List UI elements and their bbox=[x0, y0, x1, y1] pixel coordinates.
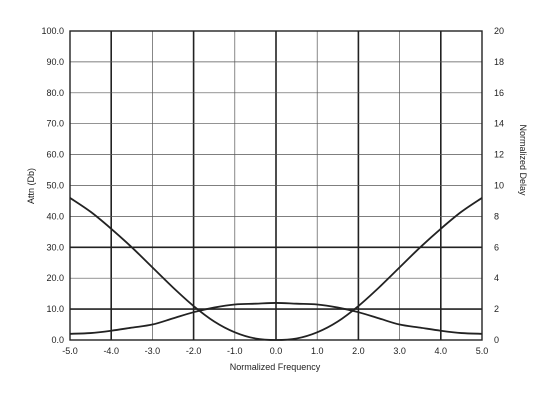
x-tick-label: 4.0 bbox=[435, 346, 448, 356]
y-left-tick-label: 0.0 bbox=[51, 335, 64, 345]
x-tick-label: -2.0 bbox=[186, 346, 202, 356]
x-axis-label: Normalized Frequency bbox=[230, 362, 321, 372]
x-tick-label: -5.0 bbox=[62, 346, 78, 356]
y-right-tick-label: 6 bbox=[494, 242, 499, 252]
x-tick-label: 2.0 bbox=[352, 346, 365, 356]
x-tick-label: -3.0 bbox=[145, 346, 161, 356]
y-left-tick-label: 90.0 bbox=[46, 57, 64, 67]
y-left-axis-label: Attn (Db) bbox=[26, 168, 36, 204]
delay-curve bbox=[69, 302, 483, 335]
y-right-tick-label: 8 bbox=[494, 211, 499, 221]
x-tick-label: -1.0 bbox=[227, 346, 243, 356]
x-tick-label: -4.0 bbox=[103, 346, 119, 356]
y-right-tick-label: 2 bbox=[494, 304, 499, 314]
x-tick-label: 0.0 bbox=[270, 346, 283, 356]
y-right-tick-label: 0 bbox=[494, 335, 499, 345]
y-right-tick-label: 10 bbox=[494, 181, 504, 191]
y-right-axis-label: Normalized Delay bbox=[518, 124, 528, 196]
x-tick-label: 3.0 bbox=[393, 346, 406, 356]
y-left-tick-label: 80.0 bbox=[46, 88, 64, 98]
y-right-tick-label: 18 bbox=[494, 57, 504, 67]
y-right-tick-label: 16 bbox=[494, 88, 504, 98]
y-left-tick-label: 50.0 bbox=[46, 181, 64, 191]
y-right-tick-label: 12 bbox=[494, 150, 504, 160]
y-right-tick-label: 20 bbox=[494, 26, 504, 36]
attenuation-curve bbox=[69, 197, 483, 341]
y-left-tick-label: 100.0 bbox=[41, 26, 64, 36]
y-left-tick-label: 30.0 bbox=[46, 242, 64, 252]
x-tick-labels: -5.0 -4.0 -3.0 -2.0 -1.0 0.0 1.0 2.0 3.0 4.0 5.0 bbox=[62, 346, 488, 356]
y-left-tick-label: 20.0 bbox=[46, 273, 64, 283]
chart-series bbox=[69, 197, 483, 341]
y-right-tick-labels: 0 2 4 6 8 10 12 14 16 18 20 bbox=[494, 26, 504, 345]
y-left-tick-label: 70.0 bbox=[46, 119, 64, 129]
y-right-tick-label: 14 bbox=[494, 119, 504, 129]
y-right-tick-label: 4 bbox=[494, 273, 499, 283]
y-left-tick-label: 10.0 bbox=[46, 304, 64, 314]
y-left-tick-labels: 0.0 10.0 20.0 30.0 40.0 50.0 60.0 70.0 80.0 90.0 1… bbox=[41, 26, 64, 345]
y-left-tick-label: 60.0 bbox=[46, 150, 64, 160]
chart-grid bbox=[69, 30, 483, 341]
y-left-tick-label: 40.0 bbox=[46, 211, 64, 221]
x-tick-label: 1.0 bbox=[311, 346, 324, 356]
x-tick-label: 5.0 bbox=[476, 346, 489, 356]
